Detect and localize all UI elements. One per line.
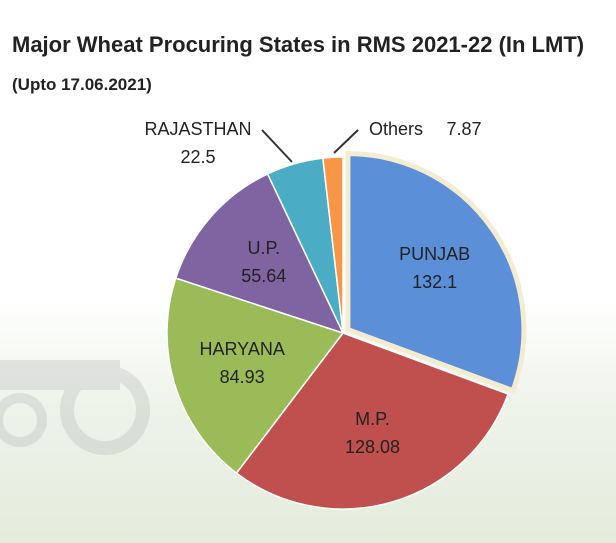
value-label: 55.64 <box>241 266 286 286</box>
value-label: 128.08 <box>345 437 400 457</box>
slice-label: HARYANA <box>199 339 284 359</box>
pie-slice <box>345 151 527 394</box>
slice-label: Others <box>369 119 423 139</box>
pie-slice <box>322 156 344 334</box>
pie-slice <box>235 332 510 510</box>
leader-line <box>261 129 293 163</box>
title-block: Major Wheat Procuring States in RMS 2021… <box>12 26 612 104</box>
pie-slice <box>166 277 345 475</box>
background-tractor <box>0 360 150 455</box>
value-label: 7.87 <box>446 119 481 139</box>
slice-label: M.P. <box>355 409 390 429</box>
slice-label: PUNJAB <box>399 244 470 264</box>
value-label: 22.5 <box>180 147 215 167</box>
slice-label: U.P. <box>247 238 280 258</box>
value-label: 132.1 <box>412 272 457 292</box>
value-label: 84.93 <box>220 367 265 387</box>
pie-slice <box>174 172 345 335</box>
leader-line <box>333 129 359 154</box>
chart-subtitle: (Upto 17.06.2021) <box>12 75 152 94</box>
slice-label: RAJASTHAN <box>144 119 251 139</box>
chart-title: Major Wheat Procuring States in RMS 2021… <box>12 32 585 57</box>
